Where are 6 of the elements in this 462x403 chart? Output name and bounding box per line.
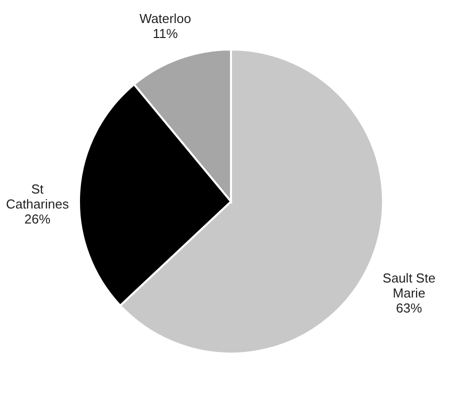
slice-label: St Catharines (6, 181, 70, 212)
slice-label: Waterloo (140, 10, 192, 26)
slice-label: Sault Ste Marie (382, 270, 436, 301)
data-label: 11% (152, 26, 178, 41)
data-label: 63% (396, 300, 422, 316)
data-label: 26% (24, 211, 51, 226)
